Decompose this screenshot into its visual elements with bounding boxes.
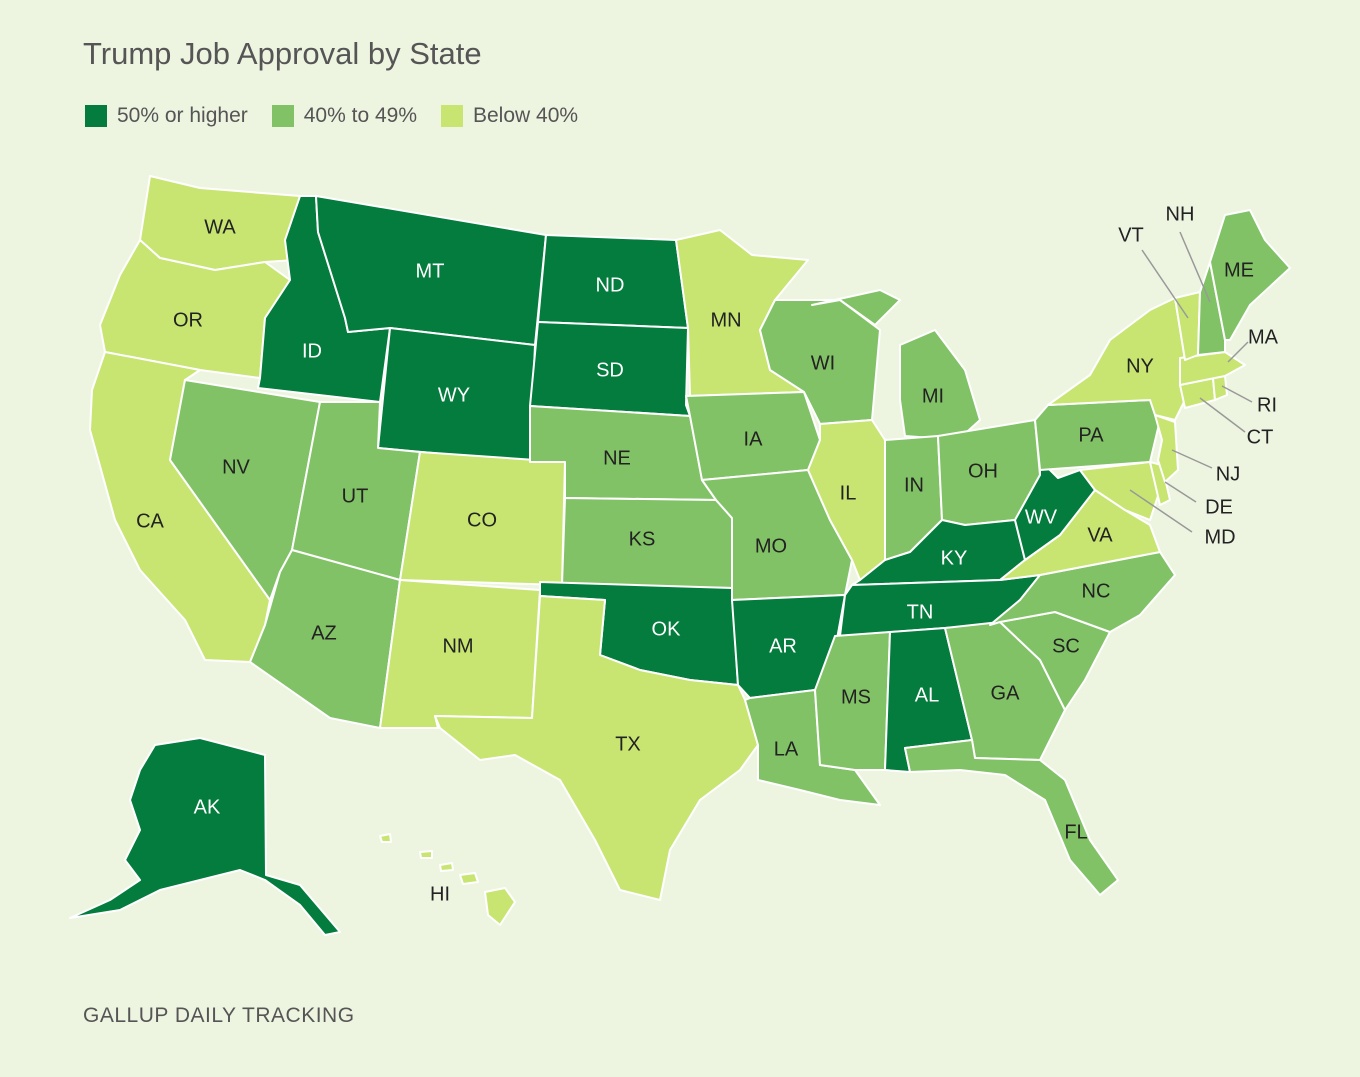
state-label-AZ: AZ: [311, 622, 337, 644]
legend-label-low: Below 40%: [473, 104, 579, 127]
state-label-PA: PA: [1078, 424, 1104, 446]
state-label-SD: SD: [596, 359, 624, 381]
state-label-UT: UT: [342, 485, 369, 507]
state-DE: [1149, 461, 1171, 506]
state-label-FL: FL: [1064, 821, 1087, 843]
leader-NJ: [1171, 449, 1213, 469]
state-label-MA: MA: [1248, 326, 1279, 348]
state-label-MT: MT: [416, 260, 445, 282]
legend-swatch-high: [85, 105, 107, 127]
state-label-NE: NE: [603, 447, 631, 469]
map-title: Trump Job Approval by State: [83, 36, 482, 71]
state-label-NJ: NJ: [1216, 463, 1240, 485]
source-note: GALLUP DAILY TRACKING: [83, 1004, 355, 1027]
state-label-MD: MD: [1204, 526, 1235, 548]
state-label-NM: NM: [442, 635, 473, 657]
state-label-CT: CT: [1247, 426, 1274, 448]
leader-MD: [1129, 489, 1193, 533]
state-IL: [807, 419, 886, 581]
state-label-NH: NH: [1166, 203, 1195, 225]
state-label-NC: NC: [1082, 580, 1111, 602]
state-label-LA: LA: [774, 738, 799, 760]
state-label-CA: CA: [136, 510, 164, 532]
state-label-TX: TX: [615, 733, 641, 755]
state-label-OK: OK: [652, 618, 682, 640]
state-label-ND: ND: [596, 274, 625, 296]
state-NY: [1047, 297, 1186, 421]
state-HI: [379, 833, 516, 926]
leader-NH: [1179, 231, 1211, 303]
state-label-GA: GA: [991, 682, 1021, 704]
state-label-WI: WI: [811, 352, 835, 374]
state-label-ME: ME: [1224, 259, 1254, 281]
leader-VT: [1141, 249, 1189, 319]
leader-RI: [1221, 385, 1253, 403]
state-label-NV: NV: [222, 456, 250, 478]
leader-lines: [1129, 231, 1253, 533]
state-label-WA: WA: [204, 216, 236, 238]
state-label-DE: DE: [1205, 496, 1233, 518]
state-label-WV: WV: [1025, 506, 1058, 528]
state-label-IL: IL: [840, 482, 857, 504]
state-label-RI: RI: [1257, 394, 1277, 416]
leader-MA: [1227, 341, 1249, 363]
state-FL: [904, 739, 1119, 896]
legend-label-mid: 40% to 49%: [303, 104, 417, 127]
state-label-OH: OH: [968, 460, 998, 482]
state-label-MI: MI: [922, 385, 944, 407]
legend-item-high: 50% or higher: [85, 104, 248, 128]
state-label-WY: WY: [438, 384, 470, 406]
state-NH: [1197, 261, 1226, 356]
state-label-KS: KS: [629, 528, 656, 550]
state-label-MO: MO: [755, 535, 787, 557]
legend: 50% or higher 40% to 49% Below 40%: [85, 104, 602, 128]
state-label-IA: IA: [744, 428, 764, 450]
legend-item-low: Below 40%: [441, 104, 578, 128]
state-label-IN: IN: [904, 474, 924, 496]
legend-swatch-low: [441, 105, 463, 127]
state-TX: [434, 595, 759, 901]
states-layer: [69, 175, 1291, 936]
state-ME: [1209, 209, 1291, 341]
state-label-CO: CO: [467, 509, 497, 531]
state-label-MS: MS: [841, 686, 871, 708]
state-labels: WA OR CA ID NV MT WY UT AZ CO NM ND SD N…: [136, 203, 1279, 905]
state-label-AR: AR: [769, 635, 797, 657]
state-label-VA: VA: [1087, 524, 1113, 546]
state-label-AK: AK: [194, 796, 221, 818]
state-AK: [69, 737, 341, 936]
state-NC: [989, 551, 1176, 633]
state-label-NY: NY: [1126, 355, 1154, 377]
leader-DE: [1164, 481, 1197, 503]
leader-CT: [1199, 397, 1246, 433]
state-label-AL: AL: [915, 684, 939, 706]
state-label-OR: OR: [173, 309, 203, 331]
legend-item-mid: 40% to 49%: [271, 104, 417, 128]
state-label-MN: MN: [710, 309, 741, 331]
state-label-ID: ID: [302, 340, 322, 362]
legend-label-high: 50% or higher: [117, 104, 248, 127]
state-label-TN: TN: [907, 601, 934, 623]
state-label-VT: VT: [1118, 224, 1144, 246]
state-label-SC: SC: [1052, 635, 1080, 657]
state-label-KY: KY: [941, 547, 968, 569]
state-label-HI: HI: [430, 883, 450, 905]
legend-swatch-mid: [271, 105, 294, 127]
